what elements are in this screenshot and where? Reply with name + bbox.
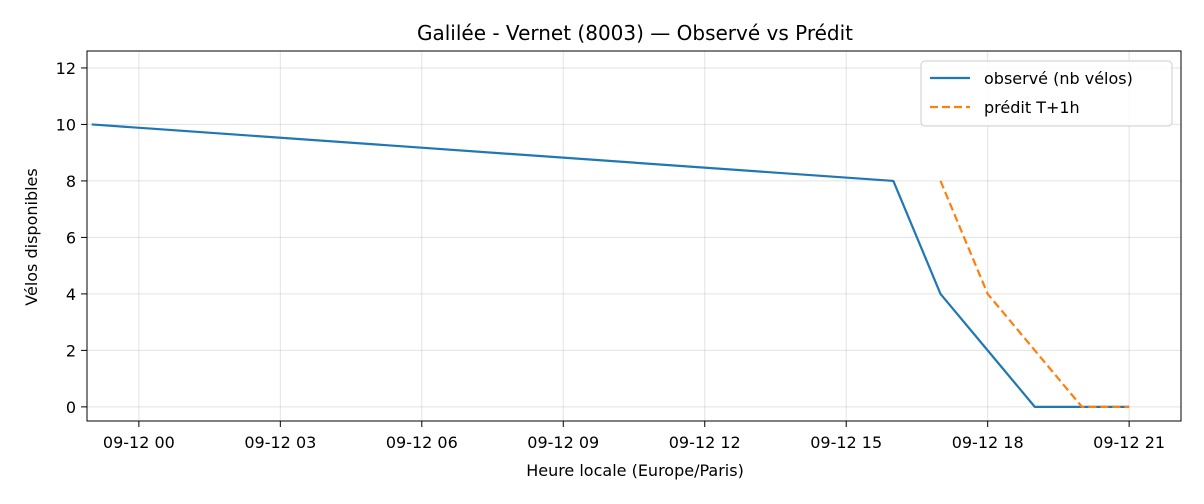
x-tick-label: 09-12 09	[527, 433, 599, 452]
legend-box	[920, 60, 1173, 127]
y-tick-label: 12	[56, 59, 76, 78]
y-tick-label: 8	[66, 172, 76, 191]
x-tick-label: 09-12 15	[810, 433, 882, 452]
x-tick-label: 09-12 21	[1093, 433, 1165, 452]
x-axis: 09-12 00 09-12 03 09-12 06 09-12 09 09-12 12…	[103, 421, 1165, 452]
y-tick-label: 10	[56, 115, 76, 134]
y-tick-label: 2	[66, 341, 76, 360]
x-tick-label: 09-12 03	[244, 433, 316, 452]
legend: observé (nb vélos) prédit T+1h	[920, 60, 1173, 127]
plot-frame	[86, 50, 1182, 422]
series-layer	[91, 123, 1130, 408]
legend-label-observed: observé (nb vélos)	[984, 69, 1133, 88]
y-axis: 0 2 4 6 8 10 12	[56, 59, 87, 417]
series-line-predicted	[939, 180, 1130, 408]
y-tick-label: 6	[66, 228, 76, 247]
chart-title: Galilée - Vernet (8003) — Observé vs Pré…	[417, 21, 853, 45]
x-tick-label: 09-12 12	[669, 433, 741, 452]
y-axis-label: Vélos disponibles	[22, 168, 41, 305]
y-tick-label: 0	[66, 398, 76, 417]
y-tick-label: 4	[66, 285, 76, 304]
series-line-observed	[91, 123, 1130, 408]
x-tick-label: 09-12 18	[952, 433, 1024, 452]
x-axis-label: Heure locale (Europe/Paris)	[526, 461, 744, 480]
x-tick-label: 09-12 00	[103, 433, 175, 452]
legend-label-predicted: prédit T+1h	[984, 98, 1080, 117]
x-tick-label: 09-12 06	[386, 433, 458, 452]
